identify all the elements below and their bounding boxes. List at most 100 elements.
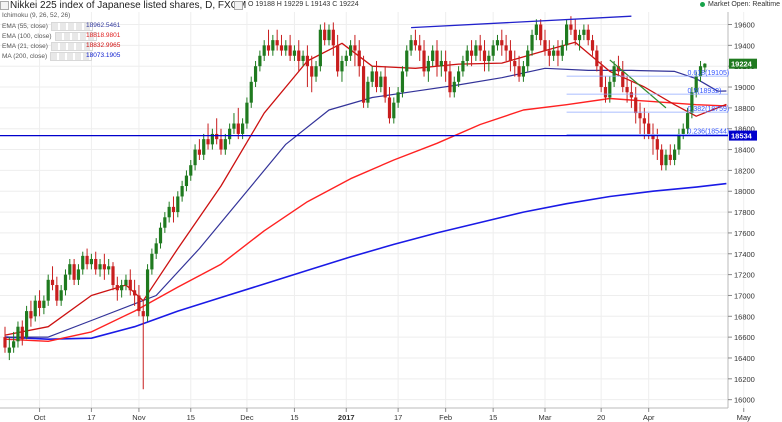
candle	[85, 248, 89, 270]
candle-body	[474, 45, 478, 56]
candle-body	[301, 55, 305, 61]
candle	[690, 87, 694, 119]
candle	[603, 76, 608, 103]
candle-body	[482, 50, 487, 61]
candle	[150, 248, 154, 275]
candle-body	[599, 66, 603, 88]
candle	[586, 24, 590, 46]
indicator-ichimoku[interactable]: Ichimoku (9, 26, 52, 26)	[2, 12, 70, 19]
candle-body	[94, 258, 98, 270]
chart-header: Nikkei 225 index of Japanese listed shar…	[0, 0, 782, 12]
candle	[599, 60, 603, 93]
candle-body	[12, 341, 16, 348]
candle	[98, 258, 102, 277]
x-tick-label: Dec	[240, 413, 254, 422]
candle	[448, 60, 452, 98]
candle	[357, 40, 361, 77]
candle	[361, 55, 366, 108]
candle	[400, 66, 405, 98]
candle	[236, 107, 240, 140]
fib-level-label: 0.618(19105)	[688, 70, 730, 77]
indicator-controls[interactable]	[50, 22, 93, 31]
candle	[154, 238, 158, 259]
ohlc-readout: O 19188 H 19229 L 19143 C 19224	[248, 1, 359, 8]
candle	[504, 34, 508, 61]
candle	[590, 34, 595, 56]
candle-body	[167, 206, 171, 218]
indicator-controls[interactable]	[54, 32, 97, 41]
candle-body	[582, 29, 586, 35]
candle-body	[37, 300, 42, 308]
candle-body	[253, 66, 258, 82]
candle-body	[59, 290, 63, 301]
indicator-ema21[interactable]: EMA (21, close) 18832.9965	[2, 42, 120, 51]
candle	[431, 45, 435, 67]
x-tick-label: 15	[489, 413, 497, 422]
candle	[158, 222, 163, 249]
indicator-controls[interactable]	[50, 42, 93, 51]
candle-body	[400, 71, 405, 93]
candle-body	[154, 243, 158, 254]
candle	[638, 102, 642, 134]
y-axis: 16000 16200 16400 16600 16800 17000 17200 17400…	[728, 21, 757, 405]
indicator-label: EMA (21, close)	[2, 43, 48, 51]
candle	[340, 55, 344, 82]
candle-body	[33, 300, 37, 317]
candle	[409, 34, 413, 56]
candle	[68, 258, 72, 280]
indicator-controls[interactable]	[50, 52, 93, 61]
candle	[392, 97, 396, 124]
candle	[3, 326, 7, 353]
candle	[396, 87, 400, 108]
candle	[452, 76, 456, 98]
candle-body	[681, 128, 685, 134]
candle-body	[180, 186, 184, 197]
candle-body	[621, 71, 625, 88]
indicator-ema100[interactable]: EMA (100, close) 18818.9801	[2, 32, 120, 41]
candle	[534, 19, 538, 41]
candle	[374, 60, 379, 93]
candle	[370, 66, 374, 88]
candle-body	[392, 102, 396, 119]
indicator-ema55[interactable]: EMA (55, close) 18962.5461	[2, 22, 120, 31]
candle-body	[461, 60, 465, 72]
x-tick-label: Oct	[34, 413, 47, 422]
candle-body	[120, 285, 124, 291]
y-tick-label: 18000	[734, 187, 755, 196]
candle	[46, 274, 50, 306]
candle	[253, 60, 258, 88]
candle-body	[444, 60, 448, 72]
candle	[120, 279, 124, 298]
x-tick-label: 17	[394, 413, 402, 422]
candle-body	[439, 60, 443, 67]
y-tick-label: 19400	[734, 41, 755, 50]
candle-body	[107, 266, 111, 270]
candle	[465, 45, 469, 67]
candle-body	[115, 285, 119, 291]
candle-body	[396, 92, 400, 103]
candle-body	[409, 40, 413, 51]
settings-icon[interactable]	[234, 1, 243, 10]
candle-body	[469, 50, 474, 56]
y-tick-label: 17400	[734, 250, 755, 259]
candle-body	[245, 102, 249, 124]
candle-body	[223, 139, 227, 150]
y-tick-label: 16400	[734, 354, 755, 363]
candle-body	[487, 55, 491, 61]
candle	[491, 40, 495, 61]
candle	[202, 133, 206, 160]
candle-body	[698, 66, 703, 77]
candle-body	[158, 227, 163, 244]
indicator-ma200[interactable]: MA (200, close) 18073.1905	[2, 52, 120, 61]
symbol-menu-icon[interactable]	[0, 1, 9, 10]
candle-body	[452, 81, 456, 93]
candle-body	[521, 66, 525, 77]
candle-body	[344, 55, 348, 61]
candle-body	[534, 24, 538, 35]
candle-body	[210, 133, 214, 145]
candle	[37, 290, 42, 317]
candle-body	[353, 45, 357, 51]
candle-body	[370, 71, 374, 82]
candle	[305, 45, 309, 88]
